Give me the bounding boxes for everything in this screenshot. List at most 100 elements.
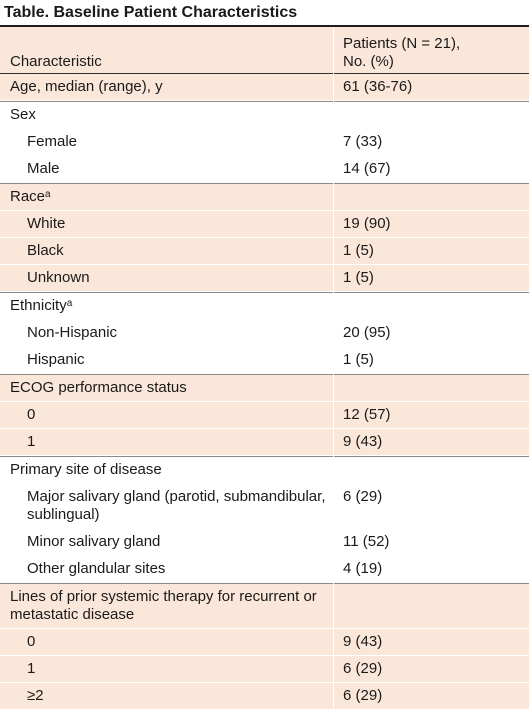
row-label-text: Female: [27, 133, 78, 150]
table-row: Primary site of disease: [0, 457, 529, 484]
row-label-text: ≥2: [27, 687, 44, 704]
header-patients-line1: Patients (N = 21),: [343, 35, 461, 52]
table-row: Lines of prior systemic therapy for recu…: [0, 584, 529, 629]
row-label-text: Sex: [10, 106, 36, 123]
row-label: Black: [0, 238, 347, 264]
table-row: Age, median (range), y 61 (36-76): [0, 74, 529, 101]
row-label: 0: [0, 402, 347, 428]
table-row: Major salivary gland (parotid, submandib…: [0, 484, 529, 529]
table-row: Minor salivary gland 11 (52): [0, 529, 529, 556]
row-label-text: Major salivary gland (parotid, submandib…: [27, 488, 326, 523]
row-label: White: [0, 211, 347, 237]
row-label: Racea: [0, 184, 330, 210]
row-label: 1: [0, 429, 347, 455]
row-label: Hispanic: [0, 347, 347, 373]
row-label: ≥2: [0, 683, 347, 709]
table-row: Unknown 1 (5): [0, 265, 529, 292]
table-row: Sex: [0, 102, 529, 129]
table-row: 1 6 (29): [0, 656, 529, 683]
table-row: Female 7 (33): [0, 129, 529, 156]
row-label-text: White: [27, 215, 66, 232]
row-value: 1 (5): [343, 242, 374, 259]
table-row: Male 14 (67): [0, 156, 529, 183]
group-separator: [0, 583, 529, 584]
row-value: 19 (90): [343, 215, 391, 232]
group-separator: [0, 101, 529, 102]
table-body: Age, median (range), y 61 (36-76) Sex Femal…: [0, 74, 529, 710]
row-label-text: 1: [27, 660, 36, 677]
row-label: Major salivary gland (parotid, submandib…: [0, 484, 347, 528]
row-value: 4 (19): [343, 560, 383, 577]
table-row: 0 9 (43): [0, 629, 529, 656]
table-row: White 19 (90): [0, 211, 529, 238]
group-separator: [0, 292, 529, 293]
row-value: 1 (5): [343, 351, 374, 368]
table-row: 0 12 (57): [0, 402, 529, 429]
row-value: 11 (52): [343, 533, 390, 550]
table-title: Table. Baseline Patient Characteristics: [4, 4, 298, 21]
row-label: ECOG performance status: [0, 375, 330, 401]
table-header: Characteristic Patients (N = 21), No. (%…: [0, 27, 529, 74]
group-separator: [0, 183, 529, 184]
row-label-text: Other glandular sites: [27, 560, 166, 577]
row-value: 6 (29): [343, 660, 383, 677]
row-value: 7 (33): [343, 133, 383, 150]
row-label-text: Black: [27, 242, 64, 259]
row-value: 1 (5): [343, 269, 374, 286]
table-row: ≥2 6 (29): [0, 683, 529, 710]
table-row: Other glandular sites 4 (19): [0, 556, 529, 583]
row-label-text: 0: [27, 633, 36, 650]
row-value: 6 (29): [343, 488, 383, 505]
row-label: 0: [0, 629, 347, 655]
row-label: Sex: [0, 102, 330, 128]
top-rule: [0, 25, 529, 27]
patient-characteristics-table: Characteristic Patients (N = 21), No. (%…: [0, 27, 529, 710]
row-label-text: Lines of prior systemic therapy for recu…: [10, 588, 317, 623]
row-label: Unknown: [0, 265, 347, 291]
row-value: 12 (57): [343, 406, 391, 423]
row-label: Other glandular sites: [0, 556, 347, 582]
row-label: 1: [0, 656, 347, 682]
row-label: Non-Hispanic: [0, 320, 347, 346]
row-value: 61 (36-76): [343, 78, 413, 95]
row-value: 20 (95): [343, 324, 391, 341]
table-row: Non-Hispanic 20 (95): [0, 320, 529, 347]
table-row: 1 9 (43): [0, 429, 529, 456]
row-label: Minor salivary gland: [0, 529, 347, 555]
row-label: Ethnicitya: [0, 293, 330, 319]
table-row: ECOG performance status: [0, 375, 529, 402]
header-characteristic: Characteristic: [10, 53, 102, 70]
row-label-text: 0: [27, 406, 36, 423]
row-label: Female: [0, 129, 347, 155]
table-row: Ethnicitya: [0, 293, 529, 320]
row-value: 9 (43): [343, 433, 383, 450]
row-label-text: Unknown: [27, 269, 90, 286]
row-label: Male: [0, 156, 347, 182]
table-row: Hispanic 1 (5): [0, 347, 529, 374]
column-divider: [333, 27, 334, 711]
group-separator: [0, 374, 529, 375]
row-value: 14 (67): [343, 160, 391, 177]
row-label-text: Age, median (range), y: [10, 78, 163, 95]
row-label: Age, median (range), y: [0, 74, 330, 100]
footnote-marker: a: [66, 298, 73, 309]
row-label-text: Minor salivary gland: [27, 533, 161, 550]
row-label-text: Primary site of disease: [10, 461, 162, 478]
header-patients: Patients (N = 21), No. (%): [343, 35, 460, 71]
row-label-text: Ethnicity: [10, 297, 67, 314]
row-label-text: Non-Hispanic: [27, 324, 118, 341]
footnote-marker: a: [45, 189, 51, 200]
row-value: 9 (43): [343, 633, 383, 650]
row-label-text: 1: [27, 433, 36, 450]
header-patients-line2: No. (%): [343, 53, 394, 70]
row-label-text: ECOG performance status: [10, 379, 187, 396]
row-label-text: Race: [10, 188, 46, 205]
row-label: Primary site of disease: [0, 457, 330, 483]
table-row: Black 1 (5): [0, 238, 529, 265]
row-value: 6 (29): [343, 687, 383, 704]
table-row: Racea: [0, 184, 529, 211]
row-label: Lines of prior systemic therapy for recu…: [0, 584, 330, 628]
row-label-text: Male: [27, 160, 60, 177]
row-label-text: Hispanic: [27, 351, 85, 368]
group-separator: [0, 456, 529, 457]
